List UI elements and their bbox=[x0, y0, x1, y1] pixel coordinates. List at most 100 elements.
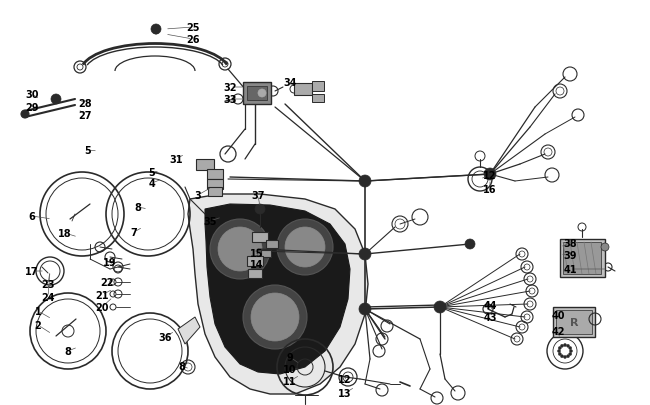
Text: 23: 23 bbox=[41, 279, 55, 289]
Text: 13: 13 bbox=[338, 388, 352, 398]
Circle shape bbox=[465, 239, 475, 249]
Circle shape bbox=[218, 228, 262, 271]
Text: 2: 2 bbox=[34, 320, 42, 330]
Circle shape bbox=[359, 175, 371, 188]
Text: 6: 6 bbox=[29, 211, 35, 222]
Circle shape bbox=[567, 355, 569, 358]
Circle shape bbox=[601, 243, 609, 252]
Circle shape bbox=[567, 345, 569, 347]
Polygon shape bbox=[178, 317, 200, 344]
Text: 16: 16 bbox=[483, 185, 497, 194]
Circle shape bbox=[569, 350, 573, 353]
Bar bbox=[207, 170, 223, 179]
Bar bbox=[261, 250, 271, 257]
Bar bbox=[243, 83, 271, 105]
Text: 29: 29 bbox=[25, 103, 39, 113]
Bar bbox=[248, 269, 262, 278]
Text: 5: 5 bbox=[149, 168, 155, 177]
Circle shape bbox=[560, 355, 564, 358]
Text: 11: 11 bbox=[283, 376, 297, 386]
Circle shape bbox=[243, 285, 307, 349]
Circle shape bbox=[21, 111, 29, 119]
Circle shape bbox=[285, 228, 325, 267]
Text: 7: 7 bbox=[131, 228, 137, 237]
Text: 31: 31 bbox=[169, 155, 183, 164]
Bar bbox=[247, 256, 263, 266]
Polygon shape bbox=[188, 194, 368, 394]
Bar bbox=[208, 187, 222, 196]
Text: 20: 20 bbox=[96, 302, 109, 312]
Bar bbox=[196, 159, 214, 170]
Circle shape bbox=[359, 248, 371, 260]
Bar bbox=[553, 307, 595, 337]
Text: 1: 1 bbox=[34, 306, 42, 316]
Bar bbox=[312, 82, 324, 92]
Circle shape bbox=[558, 350, 560, 353]
Text: R: R bbox=[570, 317, 578, 327]
Text: 40: 40 bbox=[551, 310, 565, 320]
Text: 38: 38 bbox=[563, 239, 577, 248]
Text: 9: 9 bbox=[287, 352, 293, 362]
Circle shape bbox=[564, 356, 567, 358]
Text: 8: 8 bbox=[135, 202, 142, 213]
Circle shape bbox=[569, 353, 572, 356]
Text: 12: 12 bbox=[338, 374, 352, 384]
Text: 5: 5 bbox=[84, 146, 92, 156]
Text: 19: 19 bbox=[103, 257, 117, 267]
Bar bbox=[560, 239, 605, 277]
Text: 18: 18 bbox=[58, 228, 72, 239]
Bar bbox=[266, 241, 278, 248]
Circle shape bbox=[434, 301, 446, 313]
Text: 8: 8 bbox=[179, 361, 185, 371]
Text: 26: 26 bbox=[187, 35, 200, 45]
Text: 25: 25 bbox=[187, 23, 200, 33]
Text: 34: 34 bbox=[283, 78, 297, 88]
Circle shape bbox=[153, 29, 159, 35]
Circle shape bbox=[255, 205, 265, 215]
Text: 43: 43 bbox=[483, 312, 497, 322]
Circle shape bbox=[484, 168, 496, 181]
Circle shape bbox=[277, 220, 333, 275]
Circle shape bbox=[258, 90, 266, 98]
Circle shape bbox=[151, 25, 161, 35]
Circle shape bbox=[558, 347, 562, 350]
Bar bbox=[312, 95, 324, 103]
Polygon shape bbox=[205, 205, 350, 374]
Text: 24: 24 bbox=[41, 292, 55, 302]
Text: 39: 39 bbox=[564, 250, 577, 260]
Text: 41: 41 bbox=[564, 264, 577, 274]
Text: 12: 12 bbox=[483, 171, 497, 181]
Bar bbox=[247, 87, 267, 101]
Text: 15: 15 bbox=[250, 248, 264, 258]
Circle shape bbox=[569, 347, 572, 350]
Text: 42: 42 bbox=[551, 326, 565, 336]
Bar bbox=[207, 179, 223, 190]
Text: 37: 37 bbox=[252, 190, 265, 200]
Bar bbox=[556, 310, 592, 334]
Circle shape bbox=[251, 293, 299, 341]
Text: 33: 33 bbox=[223, 95, 237, 105]
Text: 8: 8 bbox=[64, 346, 72, 356]
Text: 22: 22 bbox=[100, 277, 114, 287]
Circle shape bbox=[558, 353, 562, 356]
Bar bbox=[294, 84, 312, 96]
Bar bbox=[563, 243, 601, 274]
Text: 32: 32 bbox=[223, 83, 237, 93]
Text: 10: 10 bbox=[283, 364, 297, 374]
Circle shape bbox=[359, 303, 371, 315]
Circle shape bbox=[564, 344, 567, 347]
Text: 3: 3 bbox=[194, 190, 202, 200]
Text: 35: 35 bbox=[203, 216, 216, 226]
Text: 14: 14 bbox=[250, 259, 264, 269]
Text: 4: 4 bbox=[149, 179, 155, 189]
Text: 17: 17 bbox=[25, 266, 39, 276]
Text: 28: 28 bbox=[78, 99, 92, 109]
Text: 27: 27 bbox=[78, 111, 92, 121]
Text: 30: 30 bbox=[25, 90, 39, 100]
Text: 21: 21 bbox=[96, 290, 109, 300]
Text: 36: 36 bbox=[158, 332, 172, 342]
Text: 44: 44 bbox=[483, 300, 497, 310]
Bar bbox=[252, 232, 268, 243]
Circle shape bbox=[210, 220, 270, 279]
Circle shape bbox=[51, 95, 61, 105]
